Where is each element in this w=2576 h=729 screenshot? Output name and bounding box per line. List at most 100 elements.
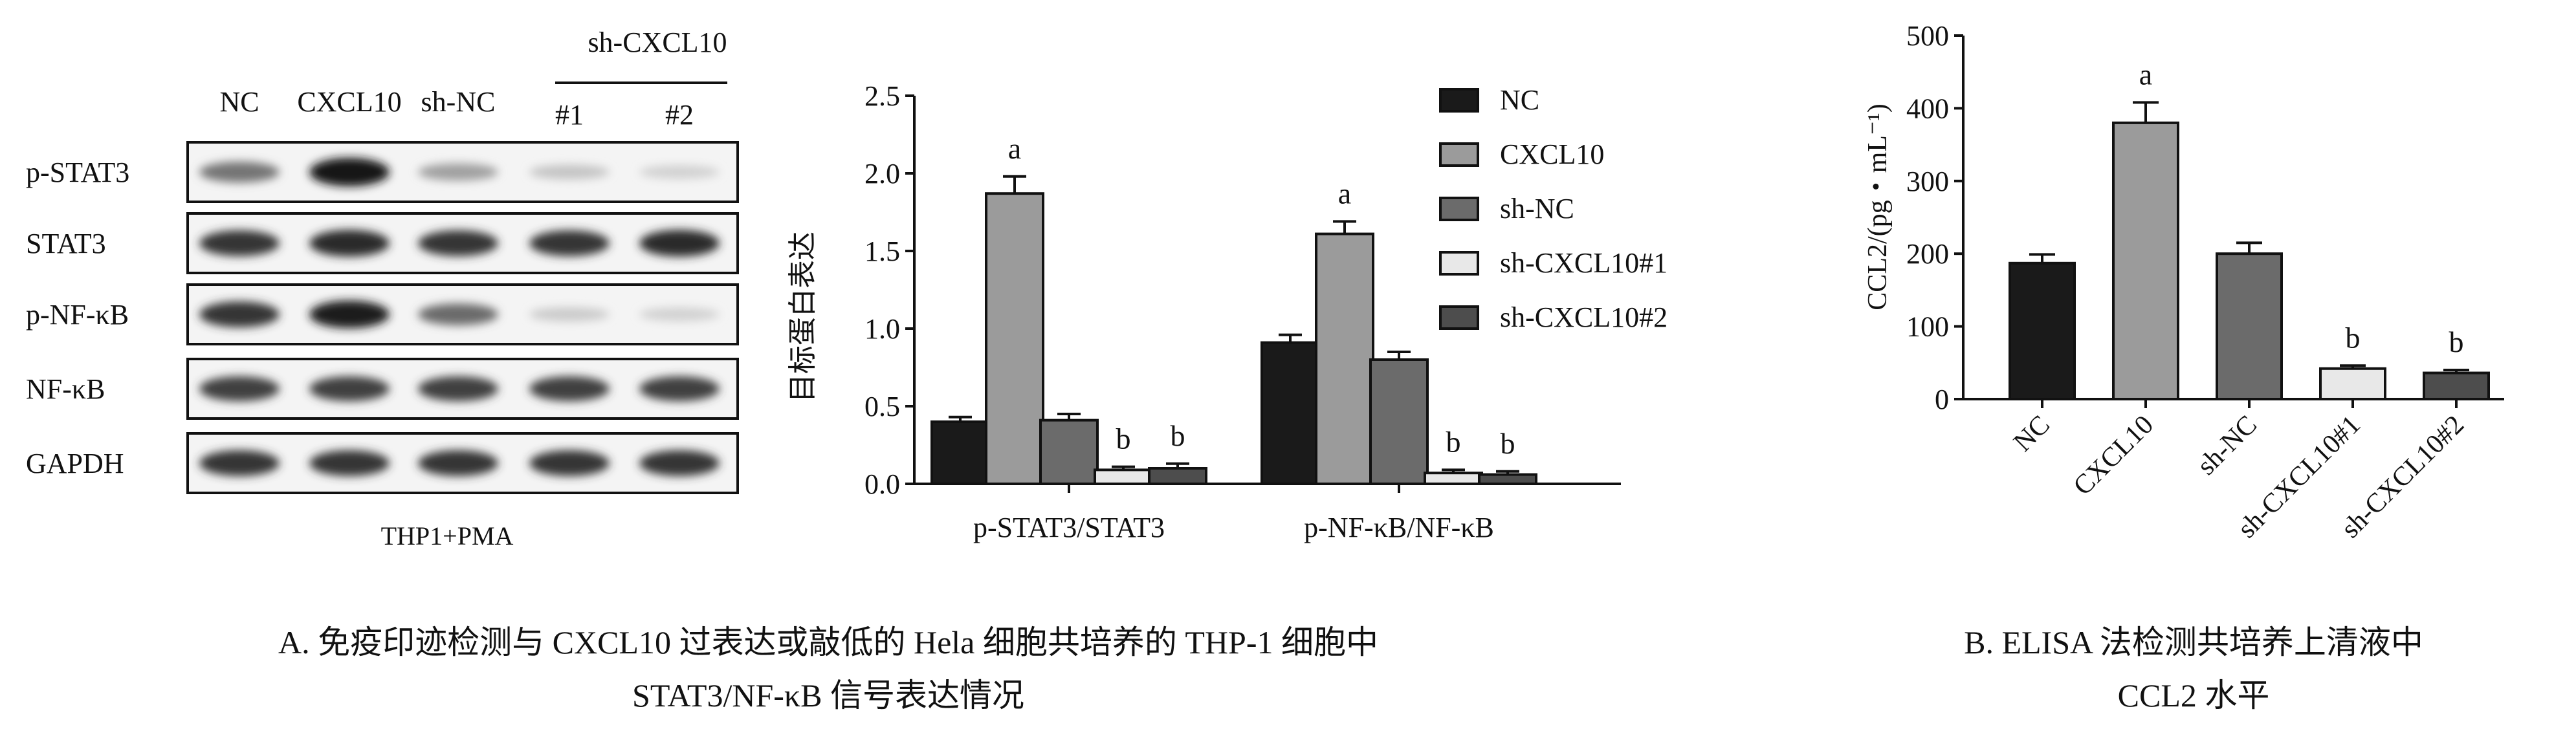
blot-band	[529, 230, 610, 257]
lane-label: CXCL10	[297, 86, 401, 118]
bar	[2112, 121, 2179, 400]
blot-band	[529, 307, 610, 321]
bar	[1315, 232, 1374, 485]
legend-swatch	[1439, 251, 1479, 276]
legend-label: CXCL10	[1500, 138, 1604, 170]
significance-label: a	[1338, 177, 1351, 210]
blot-band	[418, 303, 498, 325]
y-tick-label: 0	[1935, 384, 1949, 415]
legend-label: NC	[1500, 84, 1539, 116]
chart-a-legend: NC CXCL10 sh-NC sh-CXCL10#1 sh-CXCL10#2	[1439, 84, 1668, 333]
legend-label: sh-NC	[1500, 193, 1574, 224]
significance-label: a	[1008, 132, 1021, 165]
significance-label: a	[2139, 58, 2152, 91]
x-tick-label: p-STAT3/STAT3	[973, 512, 1165, 543]
blot-row-label: GAPDH	[26, 448, 124, 479]
blot-band	[418, 376, 498, 402]
y-tick-label: 200	[1906, 238, 1949, 270]
blot-row-label: STAT3	[26, 228, 106, 259]
blot-band	[309, 376, 390, 402]
caption-b-line2: CCL2 水平	[2118, 677, 2270, 713]
bar	[1039, 419, 1099, 485]
y-tick-label: 1.0	[864, 313, 900, 345]
bar	[1094, 468, 1153, 486]
blot-lane-labels: NC CXCL10 sh-NC #1 #2	[219, 86, 694, 131]
blot-band	[529, 450, 610, 477]
caption-a-line1: A. 免疫印迹检测与 CXCL10 过表达或敲低的 Hela 细胞共培养的 TH…	[278, 624, 1378, 660]
blot-band	[199, 376, 280, 402]
legend-label: sh-CXCL10#2	[1500, 301, 1668, 333]
blot-rows: p-STAT3 STAT3 p-NF-κB NF-κB GAPDH	[26, 141, 739, 494]
significance-label: b	[2346, 321, 2361, 354]
chart-a-ylabel: 目标蛋白表达	[787, 232, 819, 402]
y-tick-label: 0.0	[864, 468, 900, 500]
lane-label: #1	[555, 99, 584, 131]
western-blot-panel: sh-CXCL10 NC CXCL10 sh-NC #1 #2 p-STAT3 STAT3…	[26, 27, 739, 550]
blot-band	[199, 450, 280, 477]
bar	[1369, 358, 1429, 485]
legend-label: sh-CXCL10#1	[1500, 247, 1668, 279]
blot-band	[309, 230, 390, 257]
blot-band	[639, 230, 720, 257]
bar	[2423, 371, 2490, 401]
significance-label: b	[1171, 419, 1185, 452]
bar	[930, 420, 990, 485]
y-tick-label: 0.5	[864, 391, 900, 422]
blot-band	[199, 230, 280, 257]
bar	[1478, 473, 1537, 485]
blot-band	[529, 376, 610, 402]
blot-band	[529, 164, 610, 180]
blot-band	[639, 450, 720, 477]
blot-band	[309, 158, 390, 186]
y-tick-label: 2.0	[864, 158, 900, 190]
bar	[1260, 341, 1320, 485]
x-tick-label: NC	[2008, 410, 2056, 458]
y-tick-label: 2.5	[864, 80, 900, 112]
bar	[2319, 367, 2386, 400]
blot-cell-label: THP1+PMA	[381, 521, 514, 550]
x-tick-label: p-NF-κB/NF-κB	[1304, 512, 1494, 543]
blot-band	[418, 163, 498, 181]
caption-a-line2: STAT3/NF-κB 信号表达情况	[632, 677, 1024, 713]
x-tick-label: sh-NC	[2192, 410, 2263, 481]
protein-expression-chart: 目标蛋白表达 0.0 0.5 1.0 1.5 2.0 2.5 p-STAT3/STAT3 p-…	[787, 80, 1668, 543]
bar	[1148, 467, 1207, 485]
y-tick-label: 1.5	[864, 235, 900, 267]
bar	[2009, 261, 2076, 401]
blot-band	[309, 300, 390, 329]
bar	[2216, 252, 2283, 401]
blot-group-label: sh-CXCL10	[588, 27, 727, 58]
blot-band	[418, 230, 498, 257]
ccl2-elisa-chart: CCL2/(pg・mL⁻¹) 0 100 200 300 400 500 NC CXCL10 s…	[1863, 20, 2504, 544]
blot-band	[418, 450, 498, 477]
chart-a-axes: 0.0 0.5 1.0 1.5 2.0 2.5 p-STAT3/STAT3 p-NF-κB/N…	[864, 80, 1621, 543]
lane-label: sh-NC	[421, 86, 496, 118]
significance-label: b	[1446, 425, 1461, 458]
bar	[1424, 472, 1483, 486]
blot-band	[639, 376, 720, 402]
lane-label: #2	[665, 99, 694, 131]
blot-row-label: p-STAT3	[26, 157, 129, 188]
y-tick-label: 300	[1906, 166, 1949, 197]
legend-swatch	[1439, 197, 1479, 221]
y-tick-label: 100	[1906, 311, 1949, 343]
legend-swatch	[1439, 88, 1479, 113]
caption-b-line1: B. ELISA 法检测共培养上清液中	[1964, 624, 2423, 660]
blot-band	[639, 307, 720, 321]
legend-swatch	[1439, 142, 1479, 167]
blot-band	[199, 161, 280, 183]
blot-band	[309, 450, 390, 477]
chart-b-ylabel: CCL2/(pg・mL⁻¹)	[1863, 103, 1893, 310]
chart-b-bars: a b b	[2009, 58, 2490, 401]
blot-band	[639, 165, 720, 179]
y-tick-label: 500	[1906, 20, 1949, 52]
significance-label: b	[1501, 427, 1515, 460]
blot-row-label: NF-κB	[26, 373, 105, 405]
bar	[985, 192, 1044, 485]
blot-row-label: p-NF-κB	[26, 299, 129, 331]
x-tick-label: CXCL10	[2068, 410, 2159, 501]
chart-a-bars: a b b a b b	[930, 132, 1537, 486]
blot-band	[199, 301, 280, 328]
